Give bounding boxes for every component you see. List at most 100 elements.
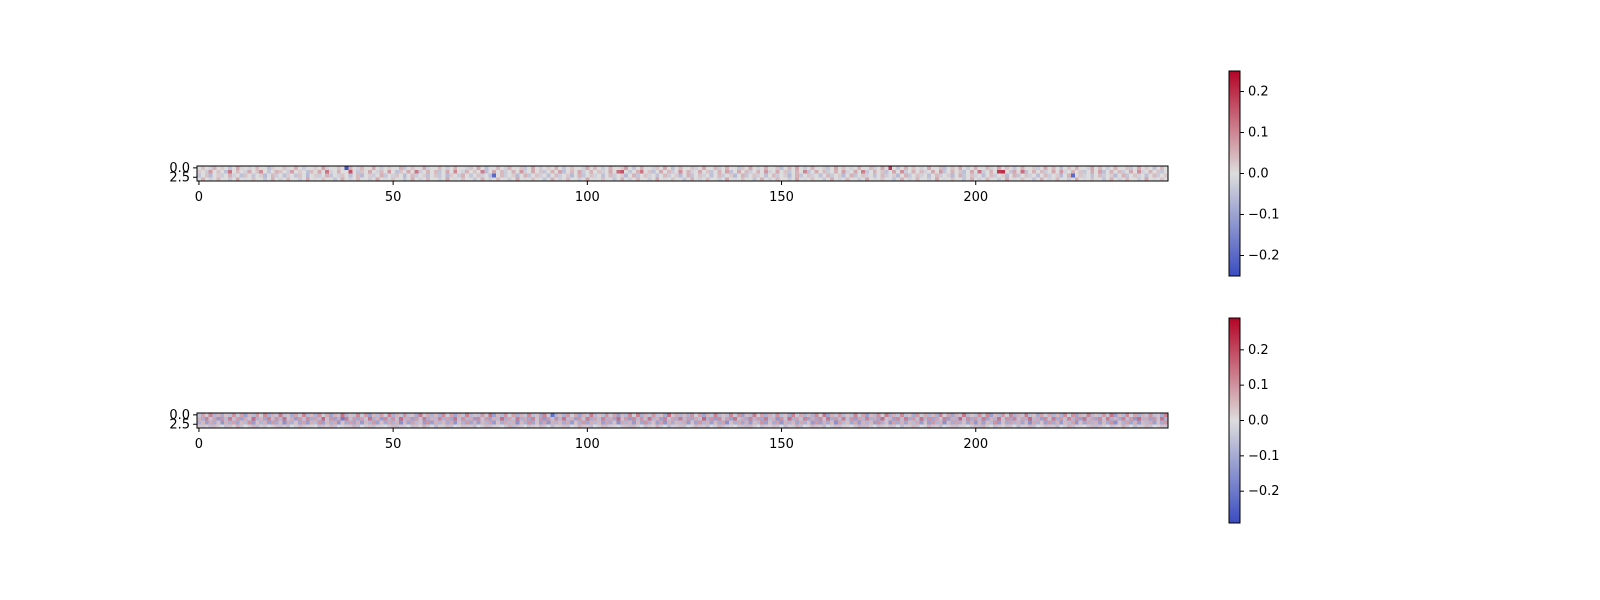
heatmap-cell xyxy=(243,413,248,417)
heatmap-cell xyxy=(993,166,998,170)
y-tick-label: 2.5 xyxy=(169,417,190,432)
heatmap-cell xyxy=(379,424,384,429)
heatmap-cell xyxy=(569,416,575,421)
heatmap-cell xyxy=(709,424,714,429)
heatmap-cell xyxy=(694,173,699,178)
heatmap-cell xyxy=(325,169,330,174)
heatmap-cell xyxy=(531,416,536,421)
heatmap-cell xyxy=(1063,173,1068,178)
heatmap-cell xyxy=(344,177,349,182)
heatmap-cell xyxy=(985,177,990,182)
heatmap-cell xyxy=(1136,420,1142,425)
heatmap-cell xyxy=(352,166,357,170)
heatmap-cell xyxy=(305,177,311,182)
heatmap-cell xyxy=(694,424,699,429)
heatmap-cell xyxy=(472,420,478,425)
heatmap-cell xyxy=(534,169,540,174)
heatmap-cell xyxy=(430,169,435,174)
heatmap-cell xyxy=(263,166,268,170)
heatmap-cell xyxy=(600,173,606,178)
heatmap-cell xyxy=(647,420,652,425)
heatmap-cell xyxy=(239,420,244,425)
heatmap-cell xyxy=(1129,173,1134,178)
heatmap-cell xyxy=(348,173,353,178)
heatmap-cell xyxy=(663,173,668,178)
heatmap-cell xyxy=(406,173,412,178)
heatmap-cell xyxy=(375,173,380,178)
heatmap-cell xyxy=(748,424,753,429)
heatmap-cell xyxy=(861,420,866,425)
heatmap-cell xyxy=(931,420,936,425)
heatmap-cell xyxy=(270,177,276,182)
heatmap-cell xyxy=(546,424,551,429)
heatmap-cell xyxy=(519,416,524,421)
heatmap-cell xyxy=(628,169,633,174)
heatmap-cell xyxy=(197,169,202,174)
heatmap-cell xyxy=(900,177,905,182)
heatmap-cell xyxy=(1121,177,1126,182)
heatmap-cell xyxy=(282,169,287,174)
heatmap-cell xyxy=(492,416,497,421)
heatmap-cell xyxy=(764,166,769,170)
heatmap-cell xyxy=(1074,169,1080,174)
heatmap-cell xyxy=(663,177,668,182)
heatmap-cell xyxy=(802,420,808,425)
heatmap-cell xyxy=(931,416,936,421)
heatmap-cell xyxy=(1043,413,1048,417)
heatmap-cell xyxy=(461,166,466,170)
heatmap-cell xyxy=(659,173,664,178)
heatmap-cell xyxy=(787,166,792,170)
heatmap-cell xyxy=(418,169,423,174)
heatmap-cell xyxy=(678,420,683,425)
heatmap-cell xyxy=(228,416,233,421)
heatmap-cell xyxy=(585,413,590,417)
heatmap-cell xyxy=(305,420,311,425)
heatmap-cell xyxy=(725,166,730,170)
heatmap-cell xyxy=(1067,420,1072,425)
heatmap-cell xyxy=(752,173,757,178)
heatmap-cell xyxy=(255,169,260,174)
heatmap-cell xyxy=(468,420,474,425)
heatmap-cell xyxy=(465,173,470,178)
heatmap-cell xyxy=(764,420,769,425)
heatmap-cell xyxy=(969,416,975,421)
heatmap-cell xyxy=(1039,420,1045,425)
heatmap-cell xyxy=(208,169,213,174)
heatmap-cell xyxy=(496,166,501,170)
heatmap-cell xyxy=(958,169,963,174)
heatmap-cell xyxy=(1012,416,1017,421)
heatmap-cell xyxy=(756,424,761,429)
heatmap-cell xyxy=(958,420,963,425)
heatmap-cell xyxy=(705,413,711,417)
heatmap-cell xyxy=(527,166,532,170)
heatmap-cell xyxy=(231,169,237,174)
heatmap-cell xyxy=(954,420,959,425)
heatmap-cell xyxy=(694,169,699,174)
colorbar-tick-label: 0.0 xyxy=(1248,414,1269,429)
heatmap-cell xyxy=(492,173,497,178)
heatmap-cell xyxy=(818,424,823,429)
heatmap-cell xyxy=(865,166,870,170)
heatmap-cell xyxy=(270,424,276,429)
heatmap-cell xyxy=(259,420,264,425)
heatmap-cell xyxy=(717,166,722,170)
heatmap-cell xyxy=(492,177,497,182)
heatmap-cell xyxy=(938,424,944,429)
heatmap-cell xyxy=(212,424,217,429)
heatmap-cell xyxy=(519,173,524,178)
heatmap-cell xyxy=(954,173,959,178)
heatmap-cell xyxy=(348,169,353,174)
heatmap-cell xyxy=(523,169,528,174)
heatmap-cell xyxy=(717,420,722,425)
heatmap-cell xyxy=(1047,169,1052,174)
heatmap-cell xyxy=(197,166,202,170)
colorbar-tick-label: −0.1 xyxy=(1248,208,1280,223)
heatmap-cell xyxy=(857,424,862,429)
heatmap-cell xyxy=(1094,416,1099,421)
heatmap-cell xyxy=(270,420,276,425)
heatmap-cell xyxy=(569,169,575,174)
heatmap-cell xyxy=(779,420,784,425)
heatmap-cell xyxy=(410,166,415,170)
heatmap-cell xyxy=(515,166,520,170)
heatmap-cell xyxy=(593,169,598,174)
